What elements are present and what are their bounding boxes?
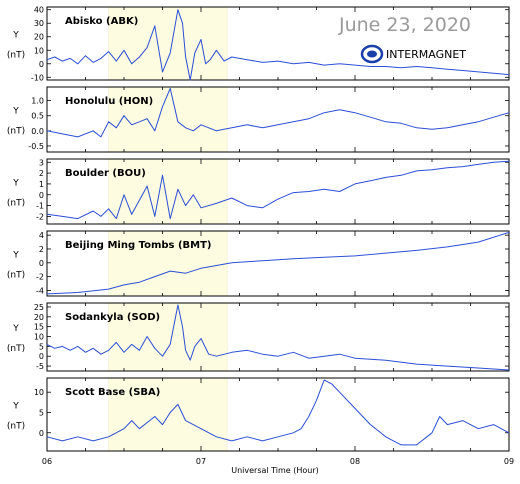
y-axis-label: Y xyxy=(12,251,19,261)
x-tick-label: 08 xyxy=(350,457,360,466)
x-axis-label: Universal Time (Hour) xyxy=(231,466,319,475)
brand-name: INTERMAGNET xyxy=(386,48,466,61)
y-tick-label: 0 xyxy=(39,191,44,200)
panel-1: 1.0 0.5 0.0 -0.5 Honolulu (HON) Y (nT) xyxy=(7,86,510,153)
y-axis-unit: (nT) xyxy=(7,344,25,354)
y-tick-label: 4 xyxy=(39,231,44,240)
series-line xyxy=(46,160,510,220)
y-tick-label: -1 xyxy=(36,202,44,211)
series-line xyxy=(46,231,510,295)
y-axis-label: Y xyxy=(12,179,19,189)
panel-3: 4 2 0 -2 -4 Beijing Ming Tombs (BMT) Y (nT) xyxy=(7,230,510,297)
y-tick-label: 0 xyxy=(39,352,44,361)
y-tick-label: -0.5 xyxy=(28,142,44,151)
y-tick-label: 1.0 xyxy=(31,97,44,106)
y-axis-label: Y xyxy=(12,107,19,117)
y-tick-label: 2 xyxy=(39,169,44,178)
y-tick-label: 20 xyxy=(34,33,44,42)
y-axis-unit: (nT) xyxy=(7,51,25,61)
y-tick-label: 0 xyxy=(39,259,44,268)
highlight-band xyxy=(108,377,228,452)
y-axis-label: Y xyxy=(12,402,19,412)
y-tick-label: -2 xyxy=(36,212,44,221)
station-title: Beijing Ming Tombs (BMT) xyxy=(65,240,212,251)
y-tick-label: 10 xyxy=(34,46,44,55)
y-tick-label: 0.5 xyxy=(31,112,44,121)
y-axis-unit: (nT) xyxy=(7,422,25,432)
highlight-band xyxy=(108,302,228,372)
station-title: Scott Base (SBA) xyxy=(65,387,160,398)
y-tick-label: -4 xyxy=(36,286,44,295)
y-tick-label: -10 xyxy=(31,73,44,82)
intermagnet-logo-icon xyxy=(360,44,384,64)
highlight-band xyxy=(108,158,228,225)
panel-2: 3 2 1 0 -1-2 Boulder (BOU) Y (nT) xyxy=(7,158,510,225)
station-title: Abisko (ABK) xyxy=(65,16,138,27)
y-tick-label: -2 xyxy=(36,273,44,282)
y-tick-label: 25 xyxy=(34,303,44,312)
y-tick-label: 3 xyxy=(39,158,44,167)
y-axis-unit: (nT) xyxy=(7,199,25,209)
x-tick-label: 06 xyxy=(42,457,52,466)
y-tick-label: 5 xyxy=(39,408,44,417)
station-title: Honolulu (HON) xyxy=(65,96,153,107)
y-tick-label: 0 xyxy=(39,429,44,438)
y-axis-label: Y xyxy=(12,324,19,334)
y-tick-label: 10 xyxy=(34,333,44,342)
series-line xyxy=(46,9,510,81)
highlight-band xyxy=(108,86,228,153)
y-axis-unit: (nT) xyxy=(7,271,25,281)
date-label: June 23, 2020 xyxy=(338,14,471,36)
series-line xyxy=(46,88,510,138)
y-tick-label: 0 xyxy=(39,60,44,69)
y-tick-label: 40 xyxy=(34,6,44,15)
series-line xyxy=(46,379,510,446)
panel-5: 10 5 0 Scott Base (SBA) Y (nT) xyxy=(7,377,510,452)
y-axis-unit: (nT) xyxy=(7,127,25,137)
y-tick-label: 30 xyxy=(34,19,44,28)
y-tick-label: 5 xyxy=(39,342,44,351)
panel-0: 40 30 20 10 0 -10 Abisko (ABK) Y (nT) xyxy=(7,6,510,82)
y-tick-label: 0.0 xyxy=(31,127,44,136)
shared-x-axis: 06 07 08 09 xyxy=(42,457,514,466)
y-tick-label: 10 xyxy=(34,388,44,397)
y-tick-label: 2 xyxy=(39,245,44,254)
y-tick-label: 1 xyxy=(39,180,44,189)
x-tick-label: 09 xyxy=(504,457,514,466)
highlight-band xyxy=(108,6,228,81)
x-tick-label: 07 xyxy=(196,457,206,466)
y-tick-label: -5 xyxy=(36,362,44,371)
y-tick-label: 20 xyxy=(34,313,44,322)
y-tick-label: 15 xyxy=(34,323,44,332)
highlight-band xyxy=(108,230,228,297)
station-title: Boulder (BOU) xyxy=(65,168,146,179)
station-title: Sodankyla (SOD) xyxy=(65,312,160,323)
y-axis-label: Y xyxy=(12,31,19,41)
series-line xyxy=(46,304,510,371)
